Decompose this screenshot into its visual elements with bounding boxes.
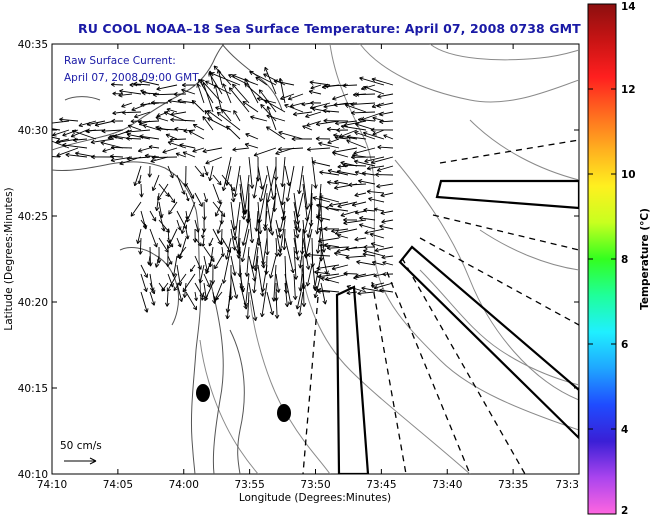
x-tick-label: 74:10: [37, 479, 67, 491]
x-tick-label: 73:55: [234, 479, 264, 491]
x-tick-label: 74:05: [103, 479, 133, 491]
y-axis: 40:35 40:30 40:25 40:20 40:15 40:10: [18, 39, 579, 481]
y-tick-label: 40:35: [18, 39, 48, 51]
legend-line-1: Raw Surface Current:: [64, 55, 176, 67]
y-tick-label: 40:30: [18, 125, 48, 137]
x-axis-title: Longitude (Degrees:Minutes): [239, 492, 391, 504]
coverage-boxes: [335, 179, 579, 474]
station-marker: [277, 404, 291, 422]
colorbar-tick-label: 12: [621, 84, 636, 96]
dashed-rays: [302, 139, 579, 474]
y-tick-label: 40:15: [18, 383, 48, 395]
scale-label: 50 cm/s: [60, 440, 102, 452]
colorbar-title: Temperature (°C): [639, 208, 651, 310]
colorbar-tick-label: 10: [621, 169, 636, 181]
scale-arrow: [64, 457, 97, 465]
x-axis: 74:10 74:05 74:00 73:55 73:50 73:45 73:40 73:35…: [37, 44, 580, 491]
y-tick-label: 40:10: [18, 469, 48, 481]
y-tick-label: 40:20: [18, 297, 48, 309]
colorbar-tick-label: 2: [621, 505, 628, 517]
x-tick-label: 73:50: [300, 479, 330, 491]
colorbar-tick-label: 4: [621, 424, 628, 436]
colorbar-ticks: 14 12 10 8 6 4 2: [588, 1, 636, 517]
colorbar-tick-label: 6: [621, 339, 628, 351]
map-title: RU COOL NOAA–18 Sea Surface Temperature:…: [78, 21, 581, 36]
x-tick-label: 73:35: [498, 479, 528, 491]
colorbar-tick-label: 8: [621, 254, 628, 266]
x-tick-label: 73:40: [432, 479, 462, 491]
colorbar-tick-label: 14: [621, 1, 636, 13]
legend-line-2: April 07, 2008 09:00 GMT: [64, 72, 199, 84]
x-tick-label: 73:45: [366, 479, 396, 491]
y-axis-title: Latitude (Degrees:Minutes): [3, 187, 15, 330]
y-tick-label: 40:25: [18, 211, 48, 223]
x-tick-label: 73:3: [555, 479, 579, 491]
x-tick-label: 74:00: [169, 479, 199, 491]
current-vectors: [52, 65, 394, 321]
plot-frame: [51, 43, 580, 475]
station-marker: [196, 384, 210, 402]
